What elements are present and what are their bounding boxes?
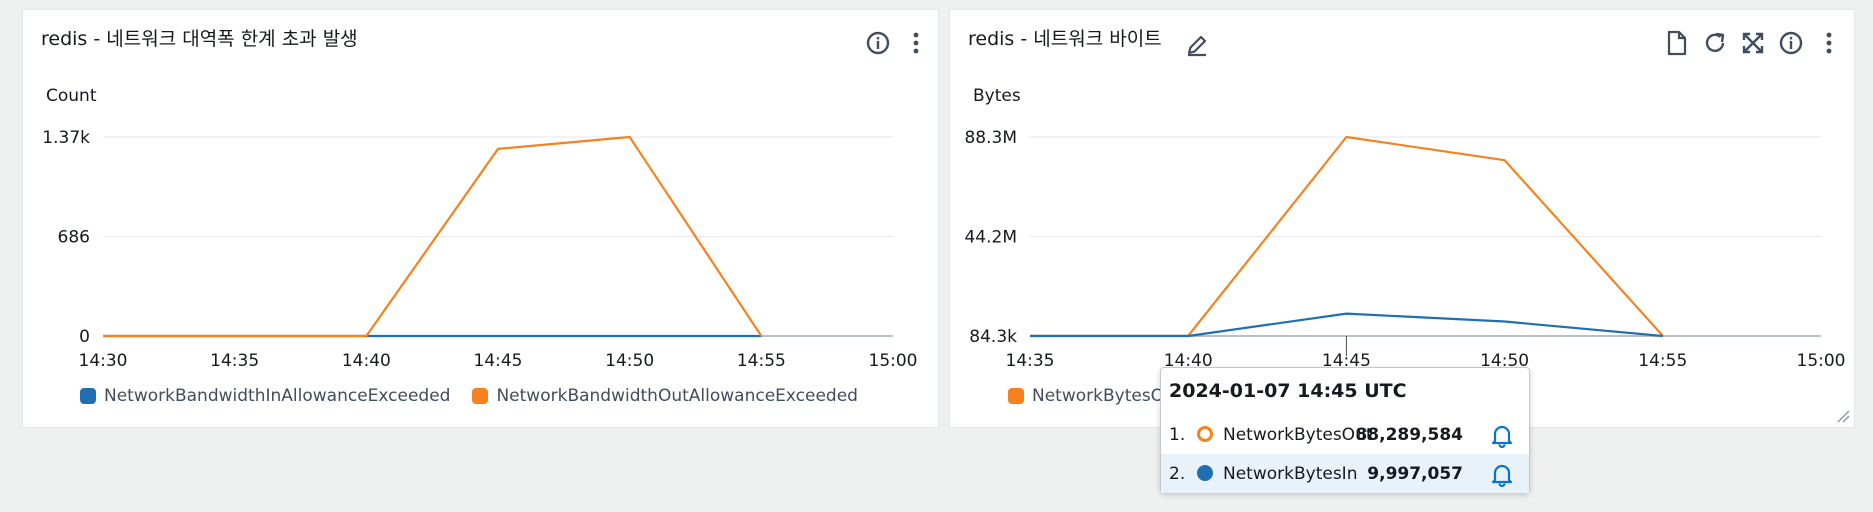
info-icon[interactable] [1776, 28, 1806, 58]
chart-legend: NetworkBytesO [1008, 386, 1178, 406]
series-line-NetworkBytesIn [1030, 312, 1663, 338]
tooltip-series-value: 88,289,584 [1355, 424, 1463, 445]
resize-handle-icon[interactable] [1836, 409, 1850, 423]
more-options-icon[interactable] [1814, 28, 1844, 58]
bell-icon[interactable] [1489, 422, 1515, 448]
tooltip-row-index: 1. [1169, 424, 1186, 445]
series-marker-filled-icon [1197, 465, 1213, 481]
series-line-NetworkBandwidthOutAllowanceExceeded [103, 135, 763, 338]
legend-label: NetworkBandwidthOutAllowanceExceeded [496, 386, 858, 406]
x-tick-label: 14:40 [342, 351, 391, 371]
y-tick-label: 1.37k [42, 128, 90, 148]
legend-item-network-bytes-out[interactable]: NetworkBytesO [1008, 386, 1164, 406]
chart-tooltip: 2024-01-07 14:45 UTC 1. NetworkBytesOut … [1160, 367, 1530, 493]
x-tick-label: 14:40 [1164, 351, 1213, 371]
legend-item[interactable]: NetworkBandwidthOutAllowanceExceeded [472, 386, 858, 406]
x-tick-label: 14:35 [1006, 351, 1055, 371]
tooltip-series-name: NetworkBytesOut [1223, 424, 1373, 445]
info-icon[interactable] [863, 28, 893, 58]
edit-icon[interactable] [1184, 32, 1210, 58]
y-tick-label: 686 [58, 228, 90, 248]
tooltip-row: 1. NetworkBytesOut 88,289,584 [1161, 415, 1529, 454]
y-tick-label: 0 [79, 327, 90, 347]
y-tick-label: 88.3M [964, 128, 1017, 148]
y-axis-unit-label: Count [46, 86, 97, 106]
widget-title: redis - 네트워크 바이트 [968, 28, 1162, 50]
x-tick-label: 14:55 [737, 351, 786, 371]
x-tick-label: 14:50 [1480, 351, 1529, 371]
x-tick-label: 14:45 [474, 351, 523, 371]
widget-network-bandwidth-exceeded: redis - 네트워크 대역폭 한계 초과 발생 Count 1.37k 686… [22, 9, 939, 428]
x-tick-label: 14:45 [1322, 351, 1371, 371]
x-tick-label: 14:55 [1638, 351, 1687, 371]
y-tick-label: 44.2M [964, 228, 1017, 248]
bell-icon[interactable] [1489, 461, 1515, 487]
x-tick-label: 15:00 [1797, 351, 1846, 371]
widget-title: redis - 네트워크 대역폭 한계 초과 발생 [41, 28, 358, 50]
refresh-icon[interactable] [1700, 28, 1730, 58]
legend-swatch [472, 388, 489, 404]
file-icon[interactable] [1662, 28, 1692, 58]
chart-legend: NetworkBandwidthInAllowanceExceeded Netwo… [80, 386, 872, 406]
legend-swatch [80, 388, 96, 404]
chart-network-bytes: 88.3M 44.2M 84.3k 14:35 14:40 14:45 14:50 14:55… [964, 128, 1846, 371]
x-tick-label: 14:35 [210, 351, 259, 371]
tooltip-row-index: 2. [1169, 463, 1186, 484]
widget-network-bytes: redis - 네트워크 바이트 Bytes 88.3M 44.2M 84.3k 14… [949, 9, 1855, 428]
legend-swatch [1008, 388, 1024, 404]
chart-network-bandwidth: 1.37k 686 0 14:30 14:35 14:40 14:45 14:50 14:55 1… [42, 128, 918, 371]
tooltip-row: 2. NetworkBytesIn 9,997,057 [1161, 454, 1529, 493]
tooltip-series-value: 9,997,057 [1367, 463, 1463, 484]
y-axis-unit-label: Bytes [973, 86, 1021, 106]
legend-item[interactable]: NetworkBandwidthInAllowanceExceeded [80, 386, 450, 406]
expand-icon[interactable] [1738, 28, 1768, 58]
x-tick-label: 14:30 [79, 351, 128, 371]
legend-label: NetworkBytesO [1032, 386, 1165, 406]
tooltip-series-name: NetworkBytesIn [1223, 463, 1358, 484]
y-tick-label: 84.3k [969, 327, 1017, 347]
more-options-icon[interactable] [901, 28, 931, 58]
tooltip-header: 2024-01-07 14:45 UTC [1169, 380, 1407, 402]
legend-label: NetworkBandwidthInAllowanceExceeded [104, 386, 451, 406]
x-tick-label: 14:50 [605, 351, 654, 371]
x-tick-label: 15:00 [869, 351, 918, 371]
series-marker-hollow-icon [1197, 426, 1213, 442]
